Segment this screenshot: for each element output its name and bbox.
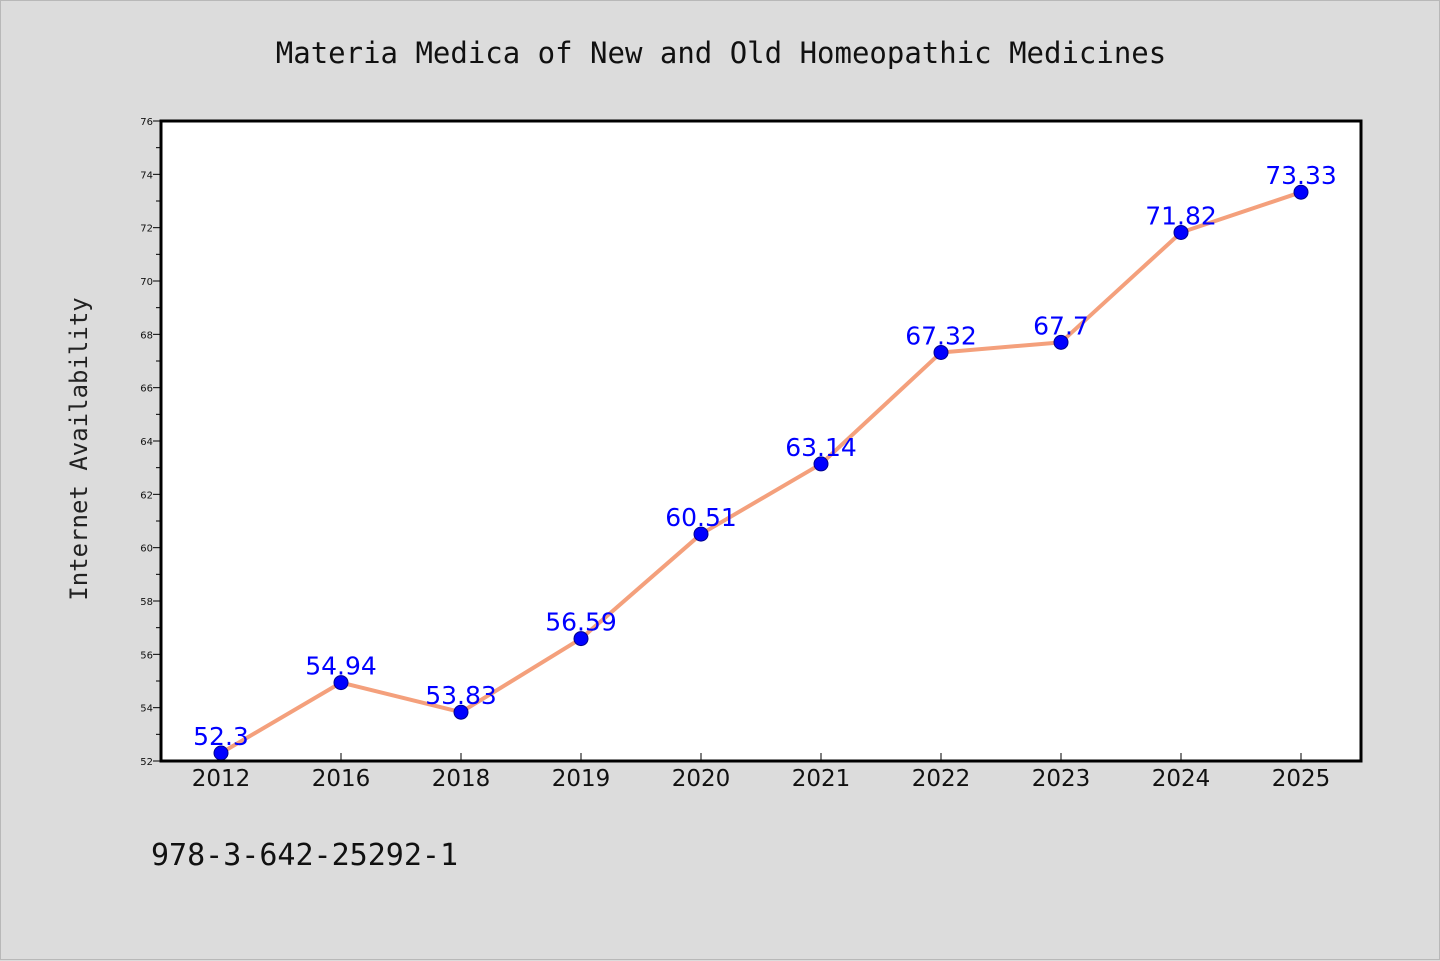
data-point xyxy=(333,675,349,691)
data-label: 53.83 xyxy=(425,681,497,710)
y-tick-label: 64 xyxy=(140,437,153,448)
y-tick-label: 74 xyxy=(140,170,153,181)
data-label: 60.51 xyxy=(665,503,737,532)
x-tick-label: 2012 xyxy=(192,766,251,792)
y-tick-label: 60 xyxy=(140,544,153,555)
x-tick-label: 2021 xyxy=(792,766,851,792)
data-point xyxy=(933,344,949,360)
x-tick-label: 2020 xyxy=(672,766,731,792)
data-label: 54.94 xyxy=(305,652,377,681)
data-point xyxy=(1293,184,1309,200)
x-axis: 2012 2016 2018 2019 2020 2021 2022 2023 2024 2025 xyxy=(192,753,1331,792)
data-label: 63.14 xyxy=(785,433,857,462)
data-point xyxy=(1053,334,1069,350)
x-tick-label: 2025 xyxy=(1272,766,1331,792)
data-point xyxy=(1173,224,1189,240)
series-line xyxy=(219,190,1303,755)
data-point xyxy=(573,631,589,647)
data-label: 71.82 xyxy=(1145,201,1217,230)
data-label: 67.7 xyxy=(1033,311,1089,340)
y-axis-label: Internet Availability xyxy=(65,297,93,600)
y-tick-label: 56 xyxy=(140,650,153,661)
data-label: 52.3 xyxy=(193,722,249,751)
plot-area xyxy=(161,121,1361,761)
x-tick-label: 2016 xyxy=(312,766,371,792)
x-tick-label: 2019 xyxy=(552,766,611,792)
data-point xyxy=(453,704,469,720)
data-markers xyxy=(213,184,1309,761)
x-tick-label: 2022 xyxy=(912,766,971,792)
y-tick-label: 68 xyxy=(140,330,153,341)
y-axis: 52 54 56 58 60 62 64 66 68 70 72 74 76 xyxy=(140,117,161,768)
isbn-footnote: 978-3-642-25292-1 xyxy=(151,838,458,873)
y-tick-label: 70 xyxy=(140,277,153,288)
data-label: 73.33 xyxy=(1265,161,1337,190)
y-tick-label: 52 xyxy=(140,757,153,768)
data-point xyxy=(813,456,829,472)
data-label: 67.32 xyxy=(905,321,977,350)
y-tick-label: 58 xyxy=(140,597,153,608)
y-tick-label: 62 xyxy=(140,490,153,501)
data-point xyxy=(693,526,709,542)
y-tick-label: 66 xyxy=(140,384,153,395)
x-tick-label: 2018 xyxy=(432,766,491,792)
chart-title: Materia Medica of New and Old Homeopathi… xyxy=(276,36,1166,70)
y-tick-label: 76 xyxy=(140,117,153,128)
x-tick-label: 2024 xyxy=(1152,766,1211,792)
plot-frame xyxy=(159,119,1363,763)
data-label: 56.59 xyxy=(545,608,617,637)
y-tick-label: 54 xyxy=(140,704,153,715)
data-labels: 52.3 54.94 53.83 56.59 60.51 63.14 67.32 67.7 71… xyxy=(193,161,1337,751)
y-tick-label: 72 xyxy=(140,224,153,235)
x-tick-label: 2023 xyxy=(1032,766,1091,792)
